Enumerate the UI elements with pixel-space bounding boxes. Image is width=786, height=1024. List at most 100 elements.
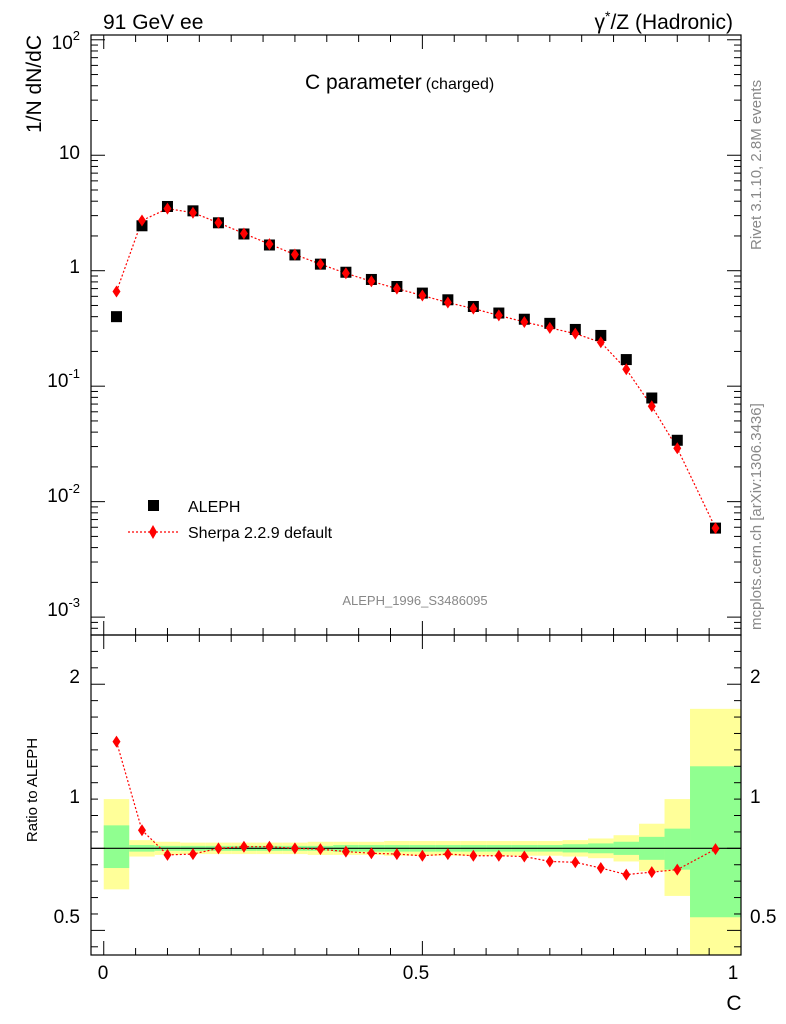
mc-point: [545, 321, 554, 334]
mc-point: [622, 363, 631, 376]
ytick-label-1e-2: 10-2: [47, 481, 80, 507]
side-text-bottom: mcplots.cern.ch [arXiv:1306.3436]: [748, 403, 765, 630]
band-inner: [690, 766, 741, 918]
ratio-mc-point: [469, 849, 478, 862]
xtick-label-05: 0.5: [403, 963, 429, 984]
legend: ALEPH Sherpa 2.2.9 default: [128, 499, 333, 542]
mc-point: [494, 309, 503, 322]
ratio-mc-point: [316, 843, 325, 856]
mc-point: [520, 315, 529, 328]
band-inner: [103, 825, 130, 869]
ratio-xlabel: C: [726, 992, 741, 1015]
legend-mc-label: Sherpa 2.2.9 default: [188, 525, 333, 542]
mc-point: [239, 227, 248, 240]
ratio-mc-point: [571, 856, 580, 869]
mc-point: [265, 238, 274, 251]
data-point: [620, 354, 632, 366]
mc-point: [163, 202, 172, 215]
ratio-mc-point: [392, 848, 401, 861]
main-panel: C parameter (charged) ALEPH_1996_S3486095…: [23, 28, 742, 636]
ratio-mc-point: [188, 848, 197, 861]
ratio-mc-point: [214, 842, 223, 855]
xtick-label-1: 1: [728, 963, 739, 984]
ratio-mc-point: [596, 862, 605, 875]
mc-point: [443, 296, 452, 309]
ratio-mc-point: [137, 824, 146, 837]
data-point: [671, 434, 683, 446]
mc-point: [571, 327, 580, 340]
mc-point: [418, 289, 427, 302]
ratio-mc-point: [622, 868, 631, 881]
mc-point: [392, 282, 401, 295]
ratio-frame: [90, 634, 742, 956]
mc-point: [469, 302, 478, 315]
main-ylabel: 1/N dN/dC: [23, 35, 46, 133]
header-right-sup: *: [605, 8, 611, 24]
ratio-mc-point: [367, 847, 376, 860]
ratio-ticks: [91, 635, 742, 955]
legend-mc-marker: [149, 525, 157, 539]
main-watermark: ALEPH_1996_S3486095: [342, 593, 487, 608]
ytick-label-1e-1: 10-1: [47, 366, 80, 392]
header-right: γ*/Z (Hadronic): [595, 8, 733, 34]
ratio-ytick-label-1-right: 1: [750, 787, 761, 808]
xtick-label-0: 0: [98, 963, 109, 984]
ratio-mc-point: [112, 735, 121, 748]
main-ticks: [91, 35, 742, 636]
ratio-ytick-label-05-right: 0.5: [750, 907, 776, 928]
data-point: [646, 392, 658, 404]
ratio-mc-point: [341, 845, 350, 858]
ratio-mc-point: [239, 840, 248, 853]
side-text-top: Rivet 3.1.10, 2.8M events: [748, 80, 765, 250]
ytick-label-1e-3: 10-3: [47, 595, 80, 621]
ratio-mc-point: [265, 840, 274, 853]
mc-point: [367, 275, 376, 288]
ytick-label-10: 10: [59, 143, 80, 164]
ytick-label-1e2: 102: [52, 28, 80, 54]
data-point: [110, 311, 122, 323]
mc-point: [316, 258, 325, 271]
header-right-pre: γ: [595, 11, 606, 34]
ratio-mc-point: [494, 849, 503, 862]
mc-point: [137, 214, 146, 227]
mc-point: [214, 216, 223, 229]
ratio-panel: Ratio to ALEPH 2 1 0.5 2 1 0.5 0 0.5 1 C: [24, 634, 776, 1015]
mc-point: [341, 267, 350, 280]
main-title-sub: (charged): [426, 76, 494, 93]
mc-point: [596, 336, 605, 349]
ratio-mc-point: [647, 866, 656, 879]
mc-point: [188, 206, 197, 219]
ratio-ytick-label-05-left: 0.5: [54, 907, 80, 928]
ratio-ylabel: Ratio to ALEPH: [24, 738, 41, 842]
ratio-mc-point: [290, 842, 299, 855]
mc-point: [112, 285, 121, 298]
ratio-mc-point: [418, 849, 427, 862]
header-right-post: /Z (Hadronic): [610, 11, 733, 34]
ratio-mc-point: [163, 848, 172, 861]
band-inner: [664, 828, 691, 870]
header-left: 91 GeV ee: [103, 11, 203, 34]
mc-point: [673, 442, 682, 455]
main-frame: [90, 34, 742, 636]
ratio-mc-point: [520, 850, 529, 863]
mc-point: [290, 248, 299, 261]
mc-point: [711, 522, 720, 535]
ratio-mc-point: [673, 863, 682, 876]
legend-data-label: ALEPH: [188, 499, 240, 516]
main-title-text: C parameter: [305, 71, 422, 94]
ratio-bands: [91, 708, 741, 955]
ratio-mc-point: [545, 855, 554, 868]
ratio-ytick-label-2-left: 2: [69, 667, 80, 688]
main-points: [110, 200, 722, 535]
mc-point: [647, 400, 656, 413]
legend-data-marker: [148, 500, 159, 511]
ratio-ytick-label-1-left: 1: [69, 787, 80, 808]
data-point: [595, 329, 607, 341]
ratio-points: [112, 735, 720, 881]
main-title: C parameter (charged): [305, 71, 494, 94]
ratio-ytick-label-2-right: 2: [750, 667, 761, 688]
ratio-mc-point: [443, 848, 452, 861]
ratio-mc-point: [711, 843, 720, 856]
ytick-label-1: 1: [69, 257, 80, 278]
